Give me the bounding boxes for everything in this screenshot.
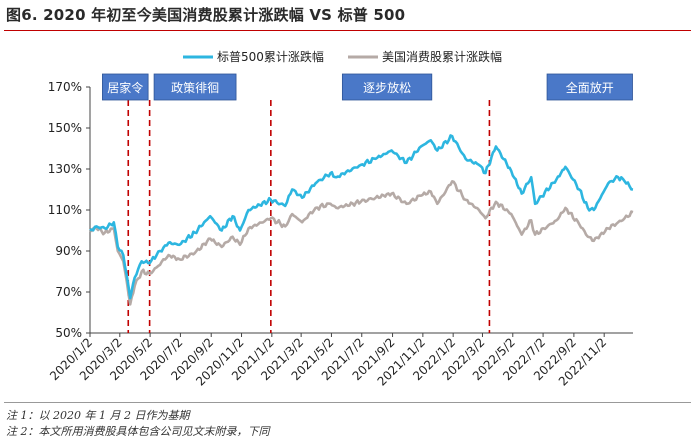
event-box — [546, 73, 633, 101]
y-tick-label: 110% — [48, 203, 82, 217]
chart-series — [89, 134, 634, 306]
legend-consumer-label: 美国消费股累计涨跌幅 — [382, 49, 502, 64]
chart-legend: 标普500累计涨跌幅 美国消费股累计涨跌幅 — [183, 49, 502, 64]
y-tick-label: 130% — [48, 162, 82, 176]
event-boxes: 居家令 政策徘徊 逐步放松 全面放开 — [102, 73, 633, 101]
series-sp500-line — [89, 134, 634, 300]
y-tick-label: 70% — [55, 285, 82, 299]
title-rule — [4, 30, 691, 31]
y-tick-label: 170% — [48, 80, 82, 94]
notes-rule — [4, 402, 691, 403]
event-box — [102, 73, 149, 101]
note-2: 注 2：本文所用消费股具体包含公司见文末附录，下同 — [6, 425, 270, 438]
event-box-label: 全面放开 — [566, 80, 614, 95]
legend-sp500-label: 标普500累计涨跌幅 — [217, 49, 324, 64]
event-box-label: 居家令 — [107, 80, 143, 95]
y-tick-label: 150% — [48, 121, 82, 135]
event-box — [153, 73, 237, 101]
event-box-label: 政策徘徊 — [171, 81, 219, 95]
series-consumer-line — [89, 180, 634, 306]
note-1: 注 1：以 2020 年 1 月 2 日作为基期 — [6, 409, 190, 422]
line-chart: 50%70%90%110%130%150%170%2020/1/22020/3/… — [47, 49, 634, 389]
notes: 注 1：以 2020 年 1 月 2 日作为基期 注 2：本文所用消费股具体包含… — [6, 408, 270, 440]
chart-axes: 50%70%90%110%130%150%170%2020/1/22020/3/… — [47, 80, 633, 389]
y-tick-label: 90% — [55, 244, 82, 258]
figure-title: 图6. 2020 年初至今美国消费股累计涨跌幅 VS 标普 500 — [6, 6, 406, 24]
event-box — [341, 73, 433, 101]
y-tick-label: 50% — [55, 326, 82, 340]
event-box-label: 逐步放松 — [363, 80, 411, 95]
